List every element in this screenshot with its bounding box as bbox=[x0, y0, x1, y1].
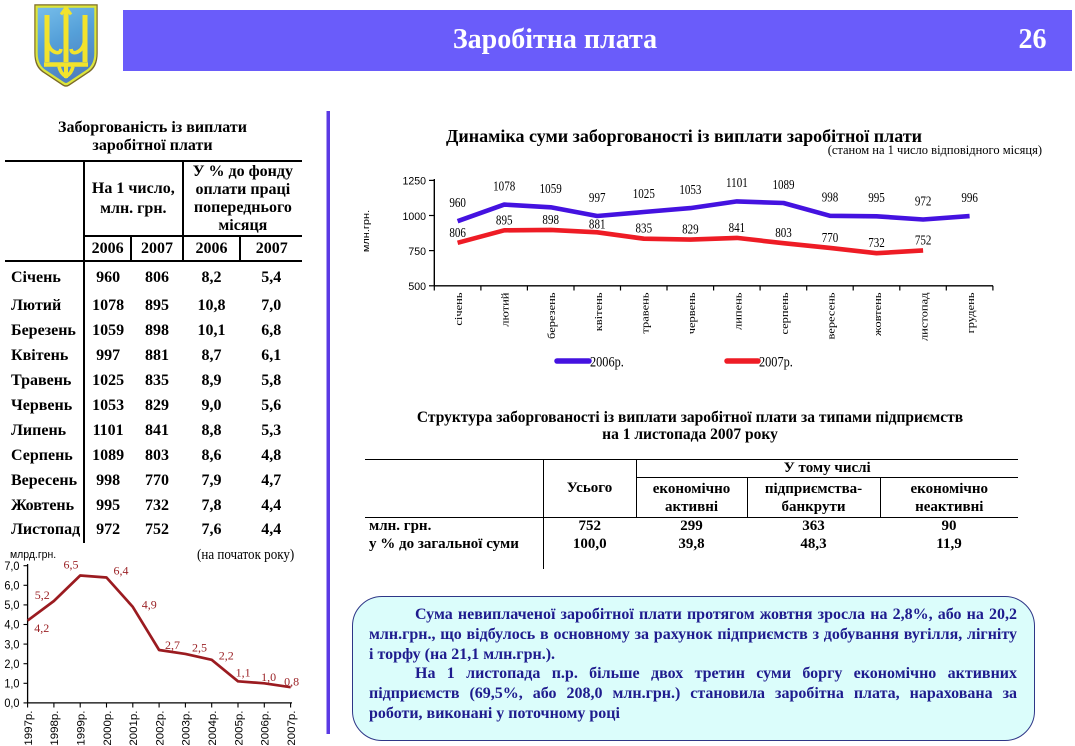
svg-text:млрд.грн.: млрд.грн. bbox=[10, 549, 56, 561]
svg-text:2000р.: 2000р. bbox=[102, 711, 114, 746]
svg-text:липень: липень bbox=[733, 293, 744, 330]
svg-text:6,0: 6,0 bbox=[4, 580, 19, 592]
svg-text:5,2: 5,2 bbox=[35, 588, 50, 602]
svg-text:500: 500 bbox=[408, 281, 426, 293]
svg-text:829: 829 bbox=[682, 221, 699, 237]
svg-text:1,0: 1,0 bbox=[261, 670, 276, 684]
svg-text:881: 881 bbox=[589, 216, 606, 232]
svg-text:2,7: 2,7 bbox=[165, 638, 180, 652]
svg-text:вересень: вересень bbox=[827, 293, 838, 340]
svg-text:серпень: серпень bbox=[780, 293, 791, 335]
svg-text:січень: січень bbox=[454, 293, 465, 326]
svg-text:0,0: 0,0 bbox=[4, 698, 19, 710]
svg-text:1025: 1025 bbox=[633, 186, 655, 202]
svg-text:1059: 1059 bbox=[540, 181, 562, 197]
svg-text:841: 841 bbox=[729, 220, 746, 236]
svg-text:4,9: 4,9 bbox=[142, 597, 157, 611]
svg-text:1078: 1078 bbox=[493, 178, 515, 194]
svg-text:1999р.: 1999р. bbox=[76, 711, 88, 746]
svg-text:жовтень: жовтень bbox=[873, 293, 884, 338]
svg-text:2001р.: 2001р. bbox=[128, 711, 140, 746]
svg-text:млн.грн.: млн.грн. bbox=[362, 210, 372, 252]
svg-text:березень: березень bbox=[547, 293, 558, 339]
svg-text:1000: 1000 bbox=[402, 210, 426, 222]
svg-text:5,0: 5,0 bbox=[4, 600, 19, 612]
svg-text:6,4: 6,4 bbox=[114, 564, 129, 578]
svg-text:996: 996 bbox=[961, 190, 978, 206]
svg-text:1053: 1053 bbox=[679, 182, 701, 198]
svg-text:1,0: 1,0 bbox=[4, 678, 19, 690]
svg-text:806: 806 bbox=[449, 225, 466, 241]
svg-text:червень: червень bbox=[687, 293, 698, 335]
svg-text:895: 895 bbox=[496, 212, 513, 228]
svg-text:2004р.: 2004р. bbox=[207, 711, 219, 746]
svg-text:2,5: 2,5 bbox=[192, 640, 207, 654]
svg-text:0,8: 0,8 bbox=[284, 675, 299, 689]
svg-text:997: 997 bbox=[589, 190, 606, 206]
svg-text:2,2: 2,2 bbox=[219, 649, 234, 663]
svg-text:1089: 1089 bbox=[772, 177, 794, 193]
svg-text:7,0: 7,0 bbox=[4, 561, 19, 573]
svg-text:1101: 1101 bbox=[726, 175, 748, 191]
svg-text:1,1: 1,1 bbox=[236, 666, 251, 680]
svg-text:травень: травень bbox=[640, 293, 651, 334]
svg-text:972: 972 bbox=[915, 193, 932, 209]
svg-text:квітень: квітень bbox=[594, 293, 605, 332]
svg-text:листопад: листопад bbox=[920, 292, 931, 341]
svg-text:3,0: 3,0 bbox=[4, 639, 19, 651]
svg-text:2002р.: 2002р. bbox=[155, 711, 167, 746]
svg-text:грудень: грудень bbox=[966, 293, 977, 334]
svg-text:2007р.: 2007р. bbox=[759, 354, 793, 370]
svg-text:4,2: 4,2 bbox=[34, 621, 49, 635]
svg-text:732: 732 bbox=[868, 235, 885, 251]
svg-text:4,0: 4,0 bbox=[4, 619, 19, 631]
svg-text:1250: 1250 bbox=[402, 175, 426, 187]
svg-text:(на початок року): (на початок року) bbox=[197, 546, 294, 563]
svg-text:803: 803 bbox=[775, 225, 792, 241]
svg-text:750: 750 bbox=[408, 246, 426, 258]
svg-text:2003р.: 2003р. bbox=[181, 711, 193, 746]
svg-text:1997р.: 1997р. bbox=[23, 711, 35, 746]
svg-text:752: 752 bbox=[915, 232, 932, 248]
svg-text:лютий: лютий bbox=[501, 293, 512, 327]
svg-text:6,5: 6,5 bbox=[64, 558, 79, 572]
svg-text:2005р.: 2005р. bbox=[234, 711, 246, 746]
svg-text:995: 995 bbox=[868, 190, 885, 206]
svg-text:2,0: 2,0 bbox=[4, 659, 19, 671]
svg-text:2007р.: 2007р. bbox=[286, 711, 298, 746]
svg-text:1998р.: 1998р. bbox=[49, 711, 61, 746]
svg-text:960: 960 bbox=[449, 195, 466, 211]
svg-text:770: 770 bbox=[822, 230, 839, 246]
svg-text:2006р.: 2006р. bbox=[590, 354, 624, 370]
svg-text:898: 898 bbox=[542, 212, 559, 228]
svg-text:998: 998 bbox=[822, 189, 839, 205]
svg-text:835: 835 bbox=[636, 220, 653, 236]
svg-text:2006р.: 2006р. bbox=[260, 711, 272, 746]
